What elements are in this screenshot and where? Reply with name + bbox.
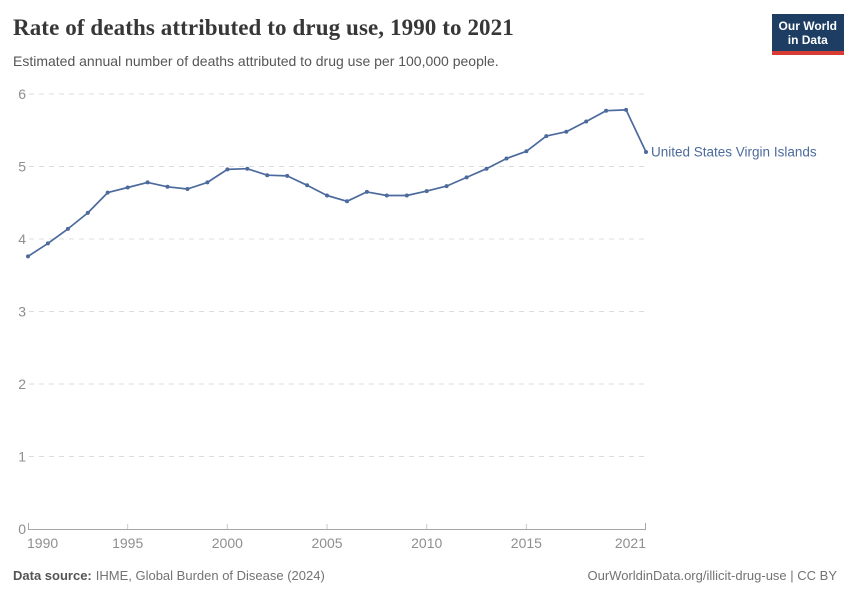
x-tick-label: 2015: [511, 535, 542, 551]
y-tick-label: 3: [18, 304, 26, 320]
data-point: [225, 167, 230, 172]
data-point: [524, 149, 529, 154]
x-tick-label: 2021: [615, 535, 646, 551]
owid-logo: Our World in Data: [771, 14, 844, 55]
page-title: Rate of deaths attributed to drug use, 1…: [13, 15, 514, 40]
y-tick-label: 6: [18, 86, 26, 102]
data-point: [584, 119, 589, 124]
data-point: [265, 173, 270, 178]
x-tick-label: 2010: [411, 535, 442, 551]
data-point: [165, 184, 170, 189]
data-point: [26, 254, 30, 259]
owid-url-link[interactable]: OurWorldinData.org/illicit-drug-use | CC…: [587, 568, 838, 583]
entity-label: United States Virgin Islands: [651, 145, 817, 160]
data-point: [564, 129, 569, 134]
x-tick-label: 2005: [311, 535, 342, 551]
data-point: [65, 226, 70, 231]
data-point: [484, 166, 489, 171]
data-point: [384, 193, 389, 198]
data-point: [305, 183, 310, 188]
x-tick-label: 2000: [212, 535, 243, 551]
data-point: [644, 150, 648, 154]
data-point: [444, 184, 449, 189]
data-point: [245, 166, 250, 171]
chart-footer: Data source: IHME, Global Burden of Disea…: [13, 568, 837, 583]
data-point: [604, 108, 609, 113]
data-point: [45, 241, 50, 246]
data-point: [424, 189, 429, 194]
chart-subtitle: Estimated annual number of deaths attrib…: [13, 53, 499, 69]
data-source-note: Data source: IHME, Global Burden of Disea…: [13, 568, 325, 583]
data-point: [205, 180, 210, 185]
data-point: [544, 134, 549, 139]
owid-logo-line2: in Data: [787, 33, 828, 47]
data-source-label: Data source:: [13, 568, 92, 583]
data-point: [285, 173, 290, 178]
y-tick-label: 5: [18, 159, 26, 175]
data-point: [464, 175, 469, 180]
data-point: [105, 190, 110, 195]
data-point: [364, 189, 369, 194]
data-point: [504, 156, 509, 161]
owid-logo-line1: Our World: [778, 19, 837, 33]
data-point: [145, 180, 150, 185]
data-point: [185, 187, 190, 191]
data-point: [404, 193, 409, 198]
data-point: [345, 199, 349, 204]
data-line: [27, 109, 647, 258]
data-point: [85, 210, 90, 215]
data-source-value: IHME, Global Burden of Disease (2024): [95, 568, 325, 583]
y-tick-label: 2: [18, 376, 26, 392]
x-tick-label: 1995: [112, 535, 143, 551]
y-tick-label: 0: [18, 521, 26, 537]
data-point: [125, 185, 130, 190]
y-tick-label: 4: [18, 231, 26, 247]
data-point: [624, 107, 629, 112]
x-tick-label: 1990: [27, 535, 58, 551]
y-tick-label: 1: [18, 449, 26, 465]
data-point: [325, 193, 329, 198]
